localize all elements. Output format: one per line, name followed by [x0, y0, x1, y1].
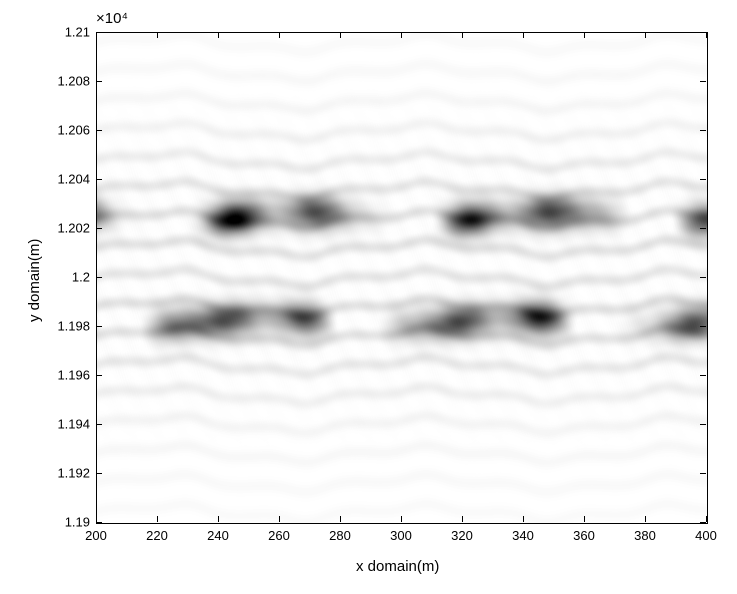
xtick-label: 380 — [634, 528, 656, 543]
ytick — [700, 277, 706, 278]
ytick — [96, 277, 102, 278]
xtick — [523, 516, 524, 522]
xtick — [401, 32, 402, 38]
ytick — [96, 375, 102, 376]
ytick-label: 1.192 — [48, 466, 90, 481]
xtick-label: 280 — [329, 528, 351, 543]
xtick-label: 200 — [85, 528, 107, 543]
xtick — [706, 32, 707, 38]
ytick — [700, 130, 706, 131]
ytick-label: 1.202 — [48, 221, 90, 236]
ytick — [96, 130, 102, 131]
heatmap-canvas — [97, 33, 707, 523]
ytick-label: 1.21 — [48, 25, 90, 40]
ytick — [96, 326, 102, 327]
ytick — [700, 179, 706, 180]
xtick — [645, 32, 646, 38]
ytick — [700, 522, 706, 523]
xtick-label: 300 — [390, 528, 412, 543]
ytick — [700, 32, 706, 33]
ytick — [700, 326, 706, 327]
ytick — [700, 473, 706, 474]
xtick — [462, 516, 463, 522]
xtick — [340, 516, 341, 522]
xtick — [218, 516, 219, 522]
xtick — [401, 516, 402, 522]
ytick — [96, 228, 102, 229]
xtick-label: 360 — [573, 528, 595, 543]
xtick-label: 320 — [451, 528, 473, 543]
ytick-label: 1.204 — [48, 172, 90, 187]
ytick — [700, 81, 706, 82]
xtick-label: 260 — [268, 528, 290, 543]
xtick — [218, 32, 219, 38]
xtick-label: 220 — [146, 528, 168, 543]
ytick — [700, 424, 706, 425]
xtick — [340, 32, 341, 38]
x-axis-label: x domain(m) — [356, 558, 439, 575]
ytick-label: 1.208 — [48, 74, 90, 89]
ytick-label: 1.206 — [48, 123, 90, 138]
xtick — [523, 32, 524, 38]
ytick-label: 1.2 — [48, 270, 90, 285]
xtick-label: 400 — [695, 528, 717, 543]
ytick-label: 1.198 — [48, 319, 90, 334]
ytick — [96, 473, 102, 474]
xtick — [645, 516, 646, 522]
ytick — [96, 522, 102, 523]
ytick — [700, 228, 706, 229]
ytick-label: 1.19 — [48, 515, 90, 530]
xtick — [584, 516, 585, 522]
xtick-label: 340 — [512, 528, 534, 543]
plot-area — [96, 32, 708, 524]
xtick — [279, 516, 280, 522]
y-exponent-label: ×10⁴ — [96, 10, 128, 27]
ytick-label: 1.196 — [48, 368, 90, 383]
xtick — [279, 32, 280, 38]
ytick-label: 1.194 — [48, 417, 90, 432]
figure: ×10⁴ x domain(m) y domain(m) 200 220 240 26… — [0, 0, 737, 594]
xtick — [584, 32, 585, 38]
xtick — [706, 516, 707, 522]
xtick-label: 240 — [207, 528, 229, 543]
ytick — [96, 32, 102, 33]
xtick — [462, 32, 463, 38]
ytick — [96, 424, 102, 425]
ytick — [700, 375, 706, 376]
xtick — [157, 516, 158, 522]
y-axis-label: y domain(m) — [26, 239, 43, 322]
xtick — [157, 32, 158, 38]
ytick — [96, 179, 102, 180]
ytick — [96, 81, 102, 82]
